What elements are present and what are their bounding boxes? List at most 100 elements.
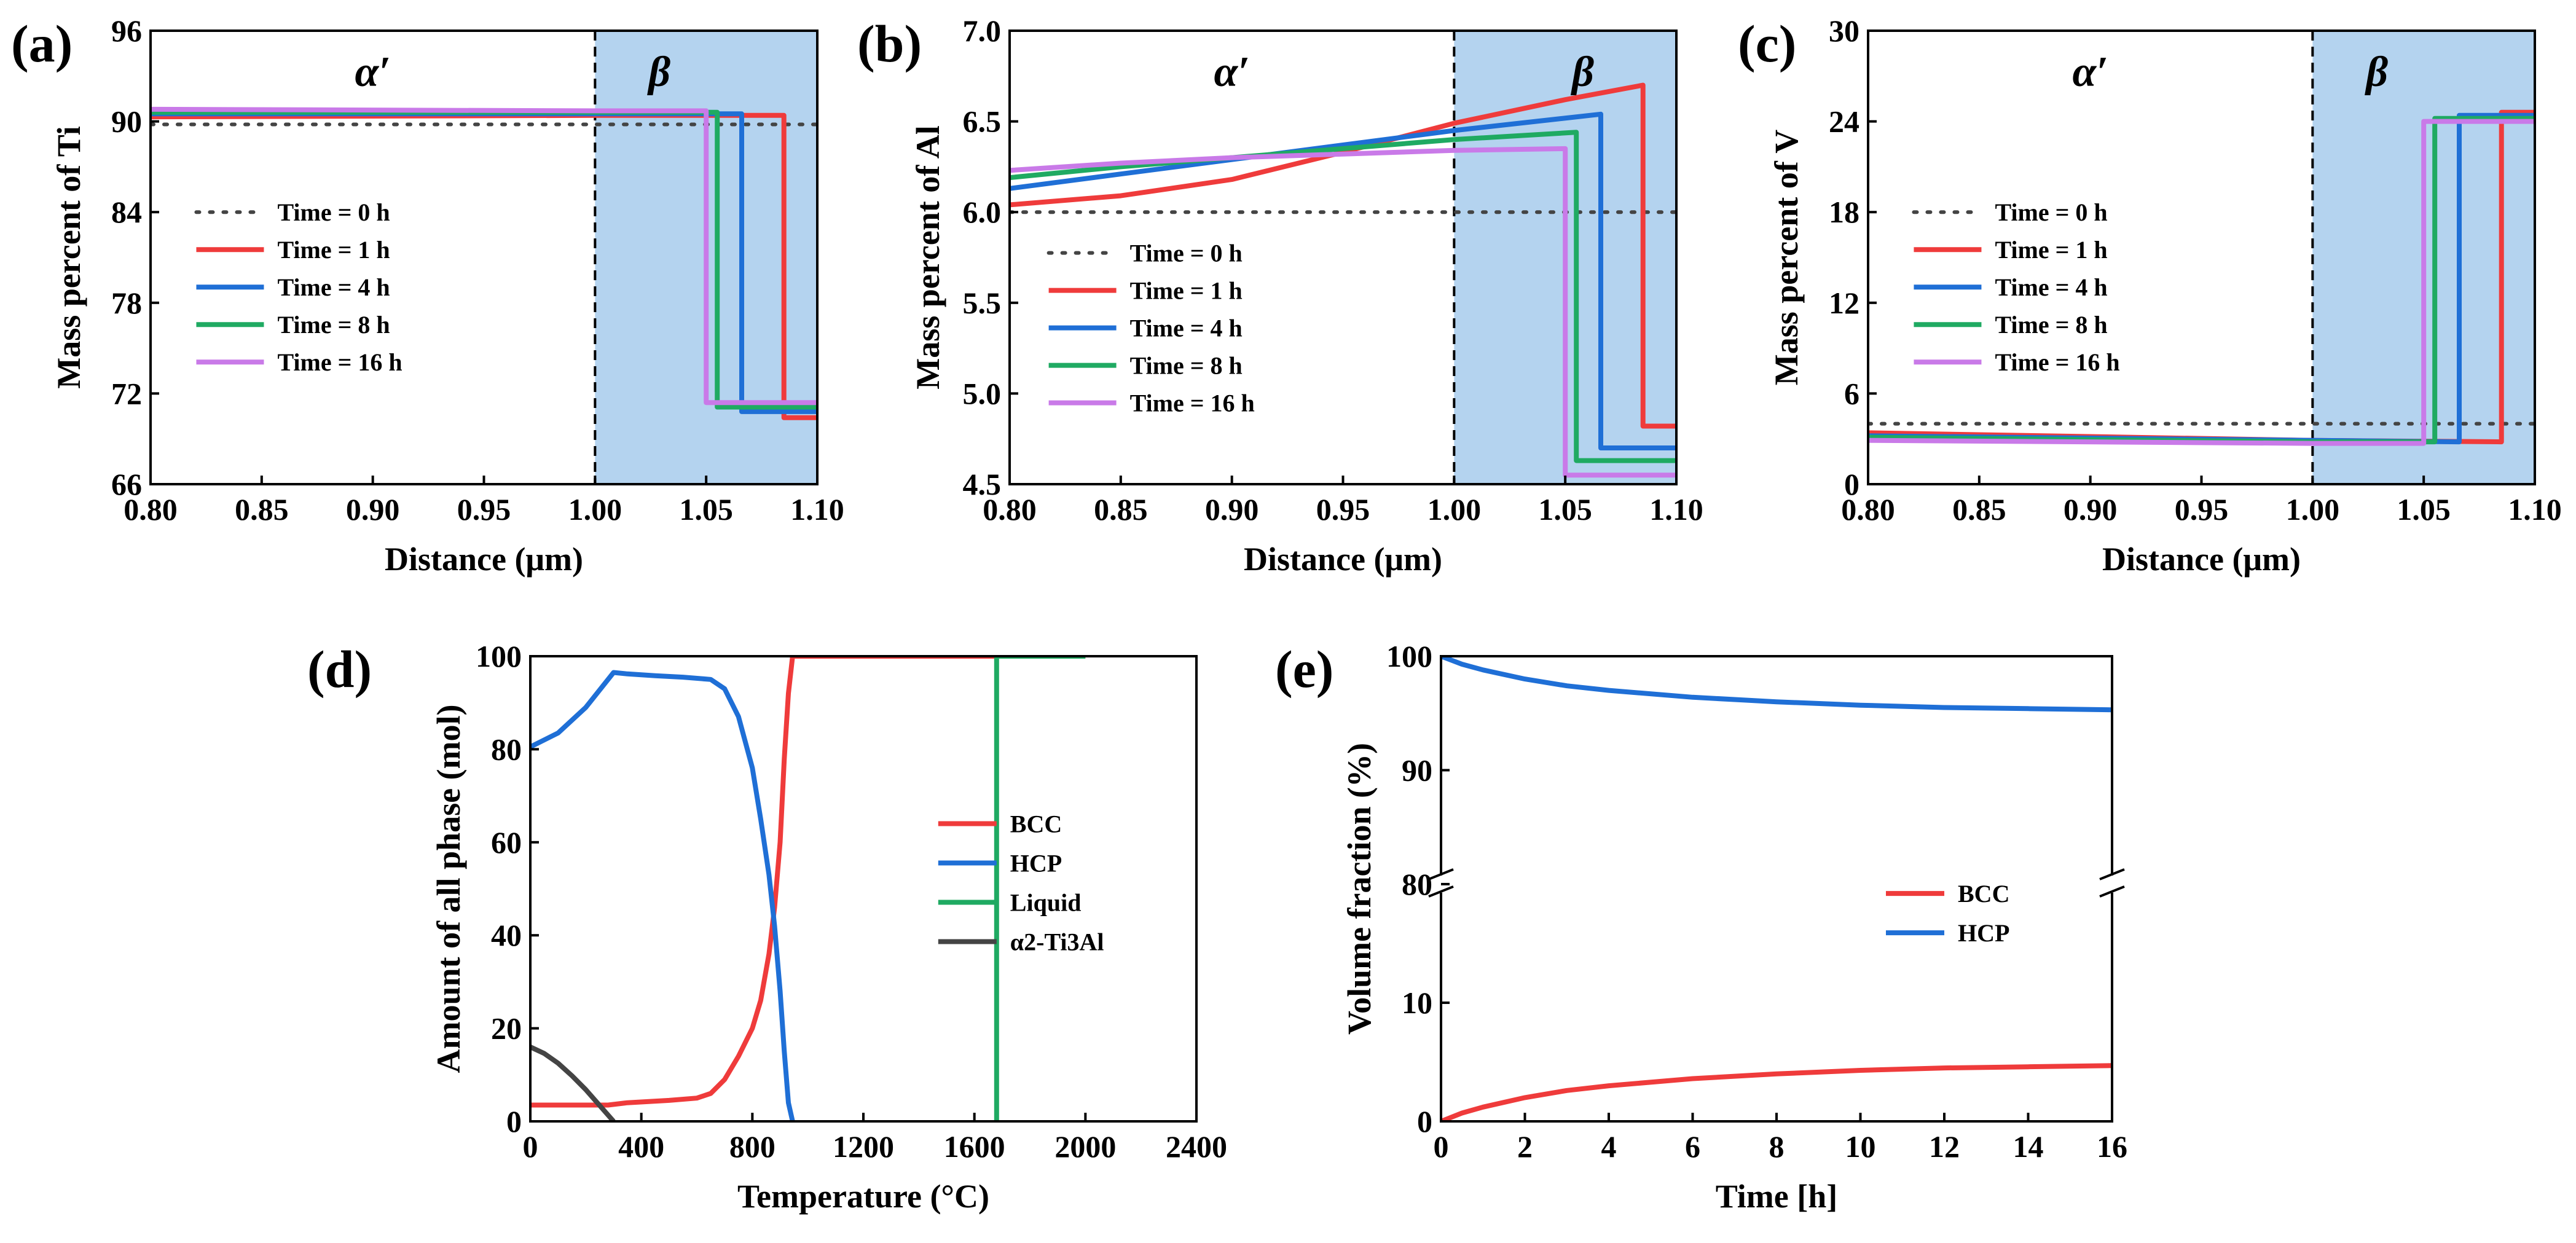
legend-label: Time = 1 h (1995, 236, 2107, 264)
legend: BCC HCP (1886, 880, 2009, 947)
x-tick-label: 0.85 (235, 492, 289, 527)
legend-label: Time = 0 h (277, 198, 390, 226)
legend-label: Time = 8 h (1995, 311, 2107, 339)
series-line (530, 656, 1086, 1108)
x-tick-label: 0.90 (2064, 492, 2118, 527)
x-tick-label: 2400 (1166, 1129, 1227, 1164)
x-tick-label: 0.85 (1094, 492, 1148, 527)
y-tick-label: 6.5 (963, 104, 1002, 139)
series-line (530, 670, 795, 1121)
x-tick-label: 1.05 (1538, 492, 1592, 527)
x-tick-label: 0.80 (983, 492, 1037, 527)
series-line (1010, 130, 1676, 463)
y-tick-label: 0 (506, 1104, 522, 1139)
x-tick-label: 0 (1434, 1129, 1449, 1164)
y-tick-label: 4.5 (963, 467, 1002, 501)
y-tick-label: 5.0 (963, 376, 1002, 410)
x-tick-label: 1200 (833, 1129, 894, 1164)
y-tick-label: 30 (1829, 14, 1859, 48)
legend-label: Time = 4 h (1130, 315, 1243, 342)
legend: Time = 0 h Time = 1 h Time = 4 h Time = 8 h… (1912, 198, 2120, 376)
series-line (994, 656, 1086, 1121)
x-tick-label: 1.10 (790, 492, 844, 527)
x-tick-label: 2 (1517, 1129, 1533, 1164)
y-tick-label: 0 (1417, 1104, 1432, 1139)
panel-label: (c) (1738, 14, 1796, 73)
legend-label: Time = 4 h (1995, 273, 2107, 301)
panel-b: 0.80 0.85 0.90 0.95 1.00 1.05 1.10 4.5 5.0 5.5 6.0… (857, 14, 1703, 578)
x-tick-label: 1.10 (1649, 492, 1703, 527)
y-axis-label: Mass percent of V (1768, 130, 1805, 385)
region-label: β (2364, 49, 2388, 96)
x-tick-label: 800 (729, 1129, 776, 1164)
legend: Time = 0 h Time = 1 h Time = 4 h Time = 8 h… (1046, 240, 1255, 417)
y-tick-label: 0 (1844, 467, 1859, 501)
legend-label: Time = 16 h (277, 348, 402, 376)
region-label: α′ (355, 49, 390, 96)
series-line (1010, 111, 1676, 450)
y-axis-label: Amount of all phase (mol) (430, 704, 467, 1073)
series-line (1868, 116, 2535, 445)
y-tick-label: 80 (491, 732, 522, 766)
y-tick-label: 40 (491, 918, 522, 952)
legend-label: Time = 4 h (277, 273, 390, 301)
y-tick-label: 72 (111, 376, 142, 410)
legend-label: Time = 1 h (277, 236, 390, 264)
panel-d: 0 400 800 1200 1600 2000 2400 0 20 40 60 80 100 Tempe… (307, 639, 1227, 1215)
x-tick-label: 1.05 (679, 492, 733, 527)
x-axis-label: Time [h] (1716, 1178, 1838, 1215)
legend-label: HCP (1010, 850, 1062, 877)
legend-label: Time = 16 h (1130, 390, 1255, 417)
axes-frame (1428, 655, 2125, 1123)
x-tick-label: 0.90 (1205, 492, 1259, 527)
x-tick-label: 1.00 (568, 492, 622, 527)
series-line (1010, 146, 1676, 478)
panel-a: 0.80 0.85 0.90 0.95 1.00 1.05 1.10 66 72 78 84 90 96… (11, 14, 844, 578)
y-axis-label: Mass percent of Al (909, 125, 946, 389)
panel-label: (a) (11, 14, 73, 73)
panel-e: 0 2 4 6 8 10 12 14 16 0 10 80 90 100 Time [h] Volume fr… (1275, 639, 2127, 1215)
y-tick-label: 18 (1829, 195, 1859, 229)
y-axis-label: Volume fraction (%) (1341, 743, 1378, 1035)
x-tick-label: 1.00 (2286, 492, 2340, 527)
x-tick-label: 0.95 (1316, 492, 1370, 527)
x-tick-label: 4 (1601, 1129, 1617, 1164)
x-tick-label: 1.00 (1427, 492, 1482, 527)
axes-frame (529, 655, 1198, 1123)
series-line (1010, 82, 1676, 429)
y-tick-label: 90 (111, 104, 142, 139)
region-label: α′ (2072, 49, 2108, 96)
y-tick-label: 10 (1402, 986, 1432, 1020)
series-line (1441, 656, 2112, 713)
legend-label: Time = 8 h (277, 311, 390, 339)
series-line (151, 106, 817, 406)
x-tick-label: 12 (1929, 1129, 1960, 1164)
y-tick-label: 7.0 (963, 14, 1002, 48)
y-tick-label: 6.0 (963, 195, 1002, 229)
panel-c: 0.80 0.85 0.90 0.95 1.00 1.05 1.10 0 6 12 18 24 30 Di… (1738, 14, 2562, 578)
x-axis-label: Temperature (°C) (737, 1178, 989, 1215)
legend-label: Time = 16 h (1995, 348, 2119, 376)
y-tick-label: 12 (1829, 286, 1859, 320)
panel-label: (d) (307, 640, 372, 699)
y-tick-label: 100 (476, 639, 522, 673)
legend-label: BCC (1010, 810, 1062, 838)
y-tick-label: 78 (111, 286, 142, 320)
region-label: β (646, 49, 670, 96)
x-tick-label: 1.10 (2508, 492, 2562, 527)
x-axis-label: Distance (μm) (2102, 541, 2301, 578)
y-tick-label: 90 (1402, 753, 1432, 787)
x-tick-label: 8 (1769, 1129, 1785, 1164)
x-tick-label: 1600 (944, 1129, 1005, 1164)
legend-label: Time = 0 h (1995, 198, 2107, 226)
x-tick-label: 6 (1685, 1129, 1700, 1164)
x-tick-label: 14 (2013, 1129, 2044, 1164)
x-tick-label: 2000 (1054, 1129, 1116, 1164)
y-tick-label: 66 (111, 467, 142, 501)
x-tick-label: 0 (523, 1129, 538, 1164)
legend-label: Time = 8 h (1130, 352, 1243, 380)
legend: Time = 0 h Time = 1 h Time = 4 h Time = 8 h… (194, 198, 402, 376)
legend-label: Time = 0 h (1130, 240, 1243, 267)
legend-label: BCC (1958, 880, 2009, 908)
x-tick-label: 0.80 (1841, 492, 1895, 527)
